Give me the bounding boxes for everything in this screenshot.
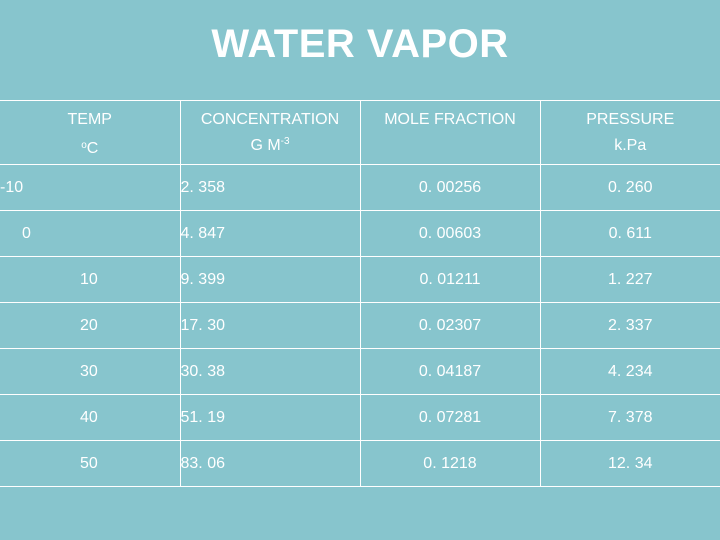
cell-temp: 40	[0, 394, 181, 441]
header-mole-fraction-label: MOLE FRACTION	[384, 111, 516, 128]
cell-temp: -10	[0, 164, 181, 211]
header-concentration-exponent: -3	[280, 136, 290, 147]
header-temp: TEMP oC	[0, 100, 181, 165]
cell-concentration: 51. 19	[179, 394, 361, 441]
cell-concentration: 83. 06	[179, 440, 361, 487]
table-row: 10 9. 399 0. 01211 1. 227	[0, 256, 720, 303]
cell-temp: 0	[0, 210, 181, 257]
cell-concentration: 9. 399	[179, 256, 361, 303]
cell-mole-fraction: 0. 00603	[359, 210, 541, 257]
cell-pressure: 0. 260	[539, 164, 720, 211]
cell-temp: 30	[0, 348, 181, 395]
cell-mole-fraction: 0. 01211	[359, 256, 541, 303]
header-temp-unit: oC	[0, 133, 180, 162]
cell-temp: 10	[0, 256, 181, 303]
cell-mole-fraction: 0. 00256	[359, 164, 541, 211]
cell-temp: 20	[0, 302, 181, 349]
header-temp-label: TEMP	[67, 111, 112, 128]
header-concentration-unit-base: G M	[250, 137, 281, 154]
table-row: 0 4. 847 0. 00603 0. 611	[0, 210, 720, 257]
header-concentration-label: CONCENTRATION	[200, 111, 340, 128]
title-text: WATER VAPOR	[211, 22, 509, 66]
header-concentration: CONCENTRATION G M-3	[179, 100, 361, 165]
header-pressure-label: PRESSURE	[586, 111, 675, 128]
cell-concentration: 17. 30	[179, 302, 361, 349]
cell-mole-fraction: 0. 1218	[359, 440, 541, 487]
cell-pressure: 7. 378	[539, 394, 720, 441]
cell-pressure: 1. 227	[539, 256, 720, 303]
table-header-row: TEMP oC CONCENTRATION G M-3 MOLE FRACTIO…	[0, 100, 720, 165]
header-temp-unit-letter: C	[86, 140, 99, 157]
header-concentration-unit: G M-3	[181, 133, 360, 159]
header-pressure: PRESSURE k.Pa	[539, 100, 720, 165]
table-row: 30 30. 38 0. 04187 4. 234	[0, 348, 720, 395]
degree-symbol: o	[81, 140, 87, 151]
cell-pressure: 2. 337	[539, 302, 720, 349]
header-mole-fraction: MOLE FRACTION	[359, 100, 541, 165]
table-row: 20 17. 30 0. 02307 2. 337	[0, 302, 720, 349]
table-row: -10 2. 358 0. 00256 0. 260	[0, 164, 720, 211]
header-pressure-unit: k.Pa	[614, 137, 647, 154]
page-title: WATER VAPOR	[0, 22, 720, 67]
table-row: 50 83. 06 0. 1218 12. 34	[0, 440, 720, 487]
cell-concentration: 30. 38	[179, 348, 361, 395]
cell-mole-fraction: 0. 07281	[359, 394, 541, 441]
cell-concentration: 2. 358	[179, 164, 361, 211]
cell-pressure: 0. 611	[539, 210, 720, 257]
cell-temp: 50	[0, 440, 181, 487]
cell-mole-fraction: 0. 04187	[359, 348, 541, 395]
cell-pressure: 4. 234	[539, 348, 720, 395]
cell-mole-fraction: 0. 02307	[359, 302, 541, 349]
cell-concentration: 4. 847	[179, 210, 361, 257]
cell-pressure: 12. 34	[539, 440, 720, 487]
table-row: 40 51. 19 0. 07281 7. 378	[0, 394, 720, 441]
water-vapor-table: TEMP oC CONCENTRATION G M-3 MOLE FRACTIO…	[0, 100, 720, 487]
